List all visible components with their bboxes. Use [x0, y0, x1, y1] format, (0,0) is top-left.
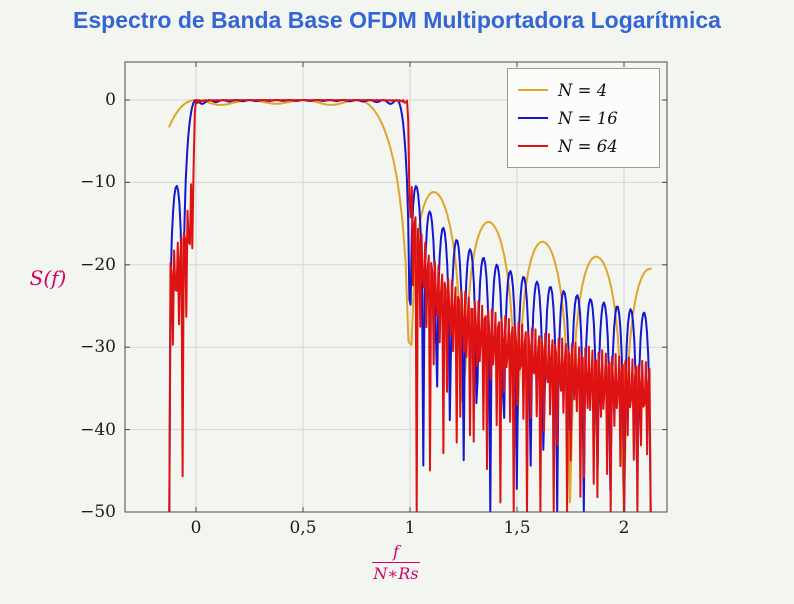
tick-marks [125, 62, 667, 513]
y-tick-label: −20 [80, 254, 116, 275]
x-axis-label-denominator: N∗Rs [373, 564, 419, 584]
series-line-N-64 [168, 99, 652, 512]
legend-label: N = 16 [558, 108, 618, 128]
legend-line-swatch [518, 144, 548, 148]
chart-title: Espectro de Banda Base OFDM Multiportado… [73, 7, 721, 33]
x-tick-label: 1,5 [503, 518, 531, 538]
legend-line-swatch [518, 88, 548, 92]
y-tick-label: −30 [80, 337, 116, 358]
y-tick-label: −50 [80, 502, 116, 522]
legend-item: N = 16 [518, 104, 649, 132]
x-tick-label: 2 [618, 518, 630, 538]
plot-border [124, 61, 668, 513]
y-axis-label-text: S(f) [29, 266, 67, 290]
fraction-bar [372, 562, 420, 564]
x-tick-label: 0 [190, 518, 202, 538]
legend-line-swatch [518, 116, 548, 120]
x-axis-label: f N∗Rs [356, 543, 436, 582]
x-tick-label: 1 [404, 518, 416, 538]
legend-item: N = 64 [518, 132, 649, 160]
legend-label: N = 4 [558, 80, 608, 100]
y-axis-label: S(f) [20, 266, 76, 290]
y-tick-label: −10 [80, 172, 116, 193]
legend-label: N = 64 [558, 136, 618, 156]
series-lines [168, 99, 652, 512]
legend: N = 4 N = 16 N = 64 [507, 68, 660, 168]
legend-item: N = 4 [518, 76, 649, 104]
x-tick-label: 0,5 [289, 518, 317, 538]
y-tick-label: 0 [105, 89, 116, 110]
y-tick-label: −40 [80, 419, 116, 440]
x-axis-label-numerator: f [393, 542, 399, 561]
